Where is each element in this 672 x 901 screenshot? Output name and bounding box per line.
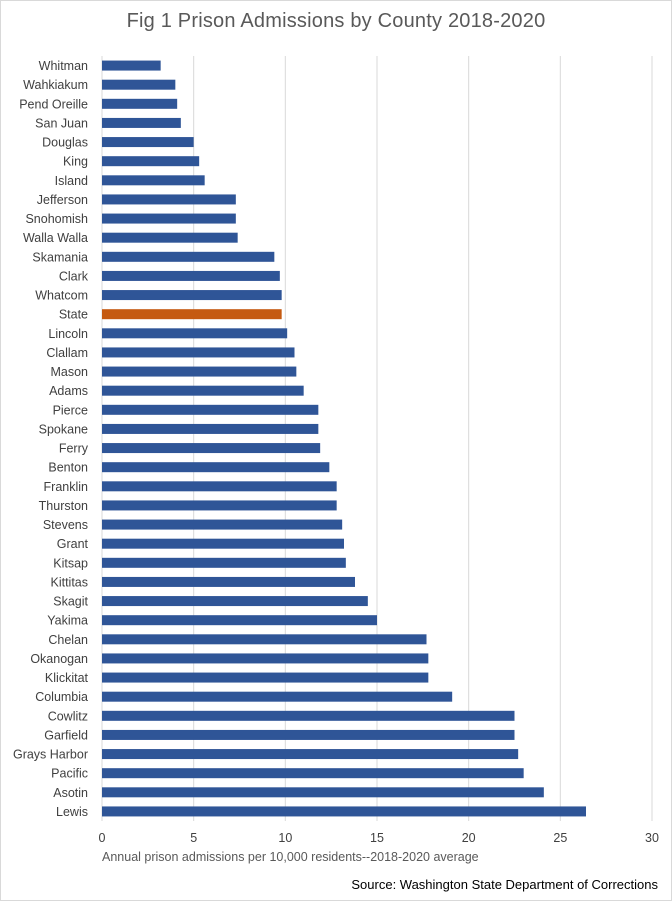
bar-whatcom bbox=[102, 290, 282, 301]
x-tick-label: 30 bbox=[645, 831, 659, 845]
x-tick-label: 15 bbox=[370, 831, 384, 845]
category-label: Pend Oreille bbox=[19, 97, 88, 111]
bar-wahkiakum bbox=[102, 79, 176, 90]
bar-stevens bbox=[102, 519, 343, 530]
category-label: Ferry bbox=[59, 442, 89, 456]
x-tick-label: 10 bbox=[278, 831, 292, 845]
bar-clallam bbox=[102, 347, 295, 358]
bar-kitsap bbox=[102, 557, 346, 568]
category-label: Cowlitz bbox=[48, 709, 88, 723]
category-label: Skamania bbox=[32, 250, 88, 264]
bar-clark bbox=[102, 270, 280, 281]
source-note: Source: Washington State Department of C… bbox=[351, 877, 658, 892]
category-label: Klickitat bbox=[45, 671, 89, 685]
category-label: Asotin bbox=[53, 786, 88, 800]
category-label: Clallam bbox=[46, 346, 88, 360]
bar-chelan bbox=[102, 634, 427, 645]
category-label: Skagit bbox=[53, 595, 88, 609]
chart-title: Fig 1 Prison Admissions by County 2018-2… bbox=[126, 10, 546, 32]
bar-asotin bbox=[102, 787, 544, 798]
category-label: Thurston bbox=[39, 499, 88, 513]
bar-state bbox=[102, 309, 282, 320]
x-axis-title: Annual prison admissions per 10,000 resi… bbox=[102, 850, 479, 864]
bar-ferry bbox=[102, 443, 321, 454]
category-label: San Juan bbox=[35, 116, 88, 130]
bar-san-juan bbox=[102, 117, 181, 128]
bar-lincoln bbox=[102, 328, 288, 339]
category-labels: Whitman Wahkiakum Pend Oreille San Juan Doug… bbox=[13, 59, 89, 819]
bar-pacific bbox=[102, 768, 524, 779]
category-label: Adams bbox=[49, 384, 88, 398]
bar-island bbox=[102, 175, 205, 186]
x-tick-labels: 0 5 10 15 20 25 30 bbox=[99, 831, 659, 845]
bar-skagit bbox=[102, 596, 368, 607]
bar-snohomish bbox=[102, 213, 236, 224]
x-tick-label: 20 bbox=[462, 831, 476, 845]
category-label: Yakima bbox=[47, 614, 88, 628]
bar-spokane bbox=[102, 423, 319, 434]
category-label: Franklin bbox=[44, 480, 89, 494]
category-label: Benton bbox=[48, 461, 88, 475]
category-label: Kittitas bbox=[50, 575, 88, 589]
bar-adams bbox=[102, 385, 304, 396]
bar-columbia bbox=[102, 691, 453, 702]
bar-kittitas bbox=[102, 576, 355, 587]
category-label: Spokane bbox=[39, 422, 88, 436]
bar-mason bbox=[102, 366, 297, 377]
bar-king bbox=[102, 156, 200, 167]
category-label: Columbia bbox=[35, 690, 88, 704]
bar-walla-walla bbox=[102, 232, 238, 243]
bar-pierce bbox=[102, 404, 319, 415]
bar-klickitat bbox=[102, 672, 429, 683]
bar-grays-harbor bbox=[102, 749, 519, 760]
x-tick-label: 25 bbox=[553, 831, 567, 845]
x-tick-label: 5 bbox=[190, 831, 197, 845]
category-label: Wahkiakum bbox=[23, 78, 88, 92]
x-tick-label: 0 bbox=[99, 831, 106, 845]
category-label: Walla Walla bbox=[23, 231, 88, 245]
bar-franklin bbox=[102, 481, 337, 492]
category-label: King bbox=[63, 155, 88, 169]
bar-lewis bbox=[102, 806, 586, 817]
category-label: Stevens bbox=[43, 518, 88, 532]
category-label: Whatcom bbox=[35, 289, 88, 303]
category-label: Douglas bbox=[42, 136, 88, 150]
category-label: Okanogan bbox=[30, 652, 88, 666]
bar-jefferson bbox=[102, 194, 236, 205]
category-label: Chelan bbox=[48, 633, 88, 647]
bars bbox=[102, 60, 586, 817]
category-label: Grays Harbor bbox=[13, 748, 88, 762]
bar-pend-oreille bbox=[102, 98, 178, 109]
bar-skamania bbox=[102, 251, 275, 262]
category-label: Clark bbox=[59, 269, 89, 283]
bar-douglas bbox=[102, 137, 194, 148]
bar-thurston bbox=[102, 500, 337, 511]
category-label: Jefferson bbox=[37, 193, 88, 207]
bar-garfield bbox=[102, 729, 515, 740]
bar-cowlitz bbox=[102, 710, 515, 721]
category-label: Snohomish bbox=[25, 212, 88, 226]
bar-whitman bbox=[102, 60, 161, 71]
category-label: Kitsap bbox=[53, 556, 88, 570]
category-label: State bbox=[59, 308, 88, 322]
category-label: Pacific bbox=[51, 767, 88, 781]
bar-benton bbox=[102, 462, 330, 473]
category-label: Lewis bbox=[56, 805, 88, 819]
category-label: Garfield bbox=[44, 728, 88, 742]
category-label: Pierce bbox=[53, 403, 88, 417]
bar-grant bbox=[102, 538, 344, 549]
gridlines bbox=[101, 56, 653, 821]
category-label: Mason bbox=[50, 365, 88, 379]
category-label: Grant bbox=[57, 537, 89, 551]
bar-okanogan bbox=[102, 653, 429, 664]
category-label: Island bbox=[55, 174, 88, 188]
category-label: Whitman bbox=[39, 59, 88, 73]
bar-yakima bbox=[102, 615, 377, 626]
category-label: Lincoln bbox=[48, 327, 88, 341]
